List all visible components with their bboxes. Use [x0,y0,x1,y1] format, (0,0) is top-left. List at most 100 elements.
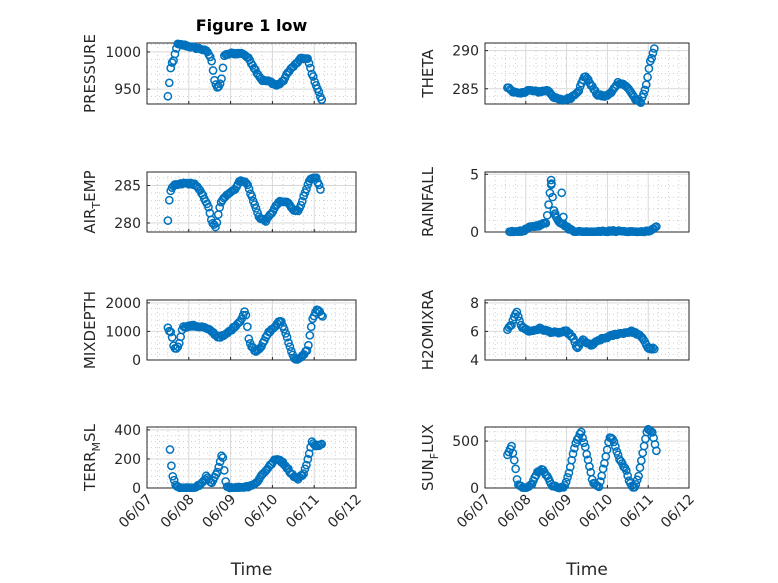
data-point [564,468,574,478]
axes-frame [484,299,690,361]
data-point [550,209,560,218]
data-point [611,442,620,451]
data-point [571,89,581,98]
y-tick-label: 280 [114,216,141,232]
y-axis-label: THETA [419,49,437,99]
data-point [317,439,327,449]
axes-frame [146,171,357,233]
y-axis-label: SUNFLUX [419,424,441,491]
data-point [561,477,571,487]
data-point [212,218,222,227]
data-point [544,200,553,209]
data-point [284,338,293,348]
data-point [578,433,587,443]
data-point [317,95,327,104]
data-point [649,344,659,354]
data-point [163,91,173,101]
subplot-sunflux: 0 500 06/07 06/08 06/09 06/10 06/11 06/12 Time SU… [419,424,698,580]
subplot-theta: 285 290 THETA [419,42,690,107]
y-tick-label: 400 [114,423,141,439]
data-point [574,86,584,96]
data-point [300,464,310,474]
x-tick-label: 06/07 [454,492,494,532]
data-point [621,466,631,475]
data-point [542,210,552,220]
data-point [279,324,289,334]
data-point [297,196,307,206]
data-point [167,58,177,67]
axes-frame [484,426,690,489]
y-tick-label: 285 [114,179,141,195]
data-point [164,195,174,205]
data-point [649,44,659,53]
data-point [299,469,308,479]
y-tick-label: 0 [470,481,479,497]
data-point [513,312,523,321]
x-tick-label: 06/09 [200,492,240,532]
data-point [647,53,656,63]
data-point [645,343,655,353]
data-point [576,427,586,437]
data-point [631,480,641,489]
data-point [548,192,557,202]
data-point [164,78,174,88]
data-point [541,218,551,228]
data-point [218,63,228,73]
axes-frame [484,42,690,105]
y-tick-label: 0 [132,353,141,369]
data-point [585,462,594,471]
x-axis-label: Time [565,560,608,580]
data-point [623,471,633,481]
data-point [281,329,291,338]
y-tick-label: 6 [470,324,479,340]
data-point [639,89,648,99]
y-tick-label: 8 [470,296,479,312]
data-point [204,202,213,212]
data-point [170,49,180,59]
y-axis-label: PRESSURE [81,34,99,113]
data-point [512,307,522,317]
data-point [647,428,657,437]
x-tick-label: 06/07 [116,492,156,532]
data-point [579,438,589,448]
y-tick-label: 290 [452,44,479,60]
data-point [589,85,599,94]
data-point [166,63,176,73]
data-point [635,97,644,106]
data-point [302,184,311,194]
data-point [165,445,175,454]
data-point [163,216,173,225]
data-point [285,342,295,352]
data-point [598,464,608,474]
data-point [306,322,316,332]
data-point [243,322,252,332]
y-axis-label: AIRTEMP [81,170,103,233]
data-point [282,332,292,342]
data-point [207,56,216,66]
data-point [568,449,578,459]
data-point [167,461,176,471]
data-point [215,203,225,212]
data-point [302,346,312,355]
data-point [648,343,658,353]
x-tick-label: 06/11 [617,492,657,532]
data-point [247,192,257,201]
data-point [507,320,516,330]
data-point [582,73,592,83]
data-point [277,317,286,326]
data-point [557,188,567,198]
data-point [634,471,643,481]
x-tick-label: 06/11 [283,492,323,532]
data-point [582,449,592,459]
data-point [511,464,520,474]
data-point [303,454,313,464]
data-point [303,54,312,63]
data-point [251,203,261,213]
data-point [652,222,661,231]
data-point [208,66,218,75]
y-tick-label: 4 [470,353,479,369]
subplot-pressure: 950 1000 PRESSURE Figure 1 low [81,16,357,113]
x-tick-label: 06/10 [241,492,281,532]
data-point [243,180,253,190]
x-axis-label: Time [230,560,273,580]
